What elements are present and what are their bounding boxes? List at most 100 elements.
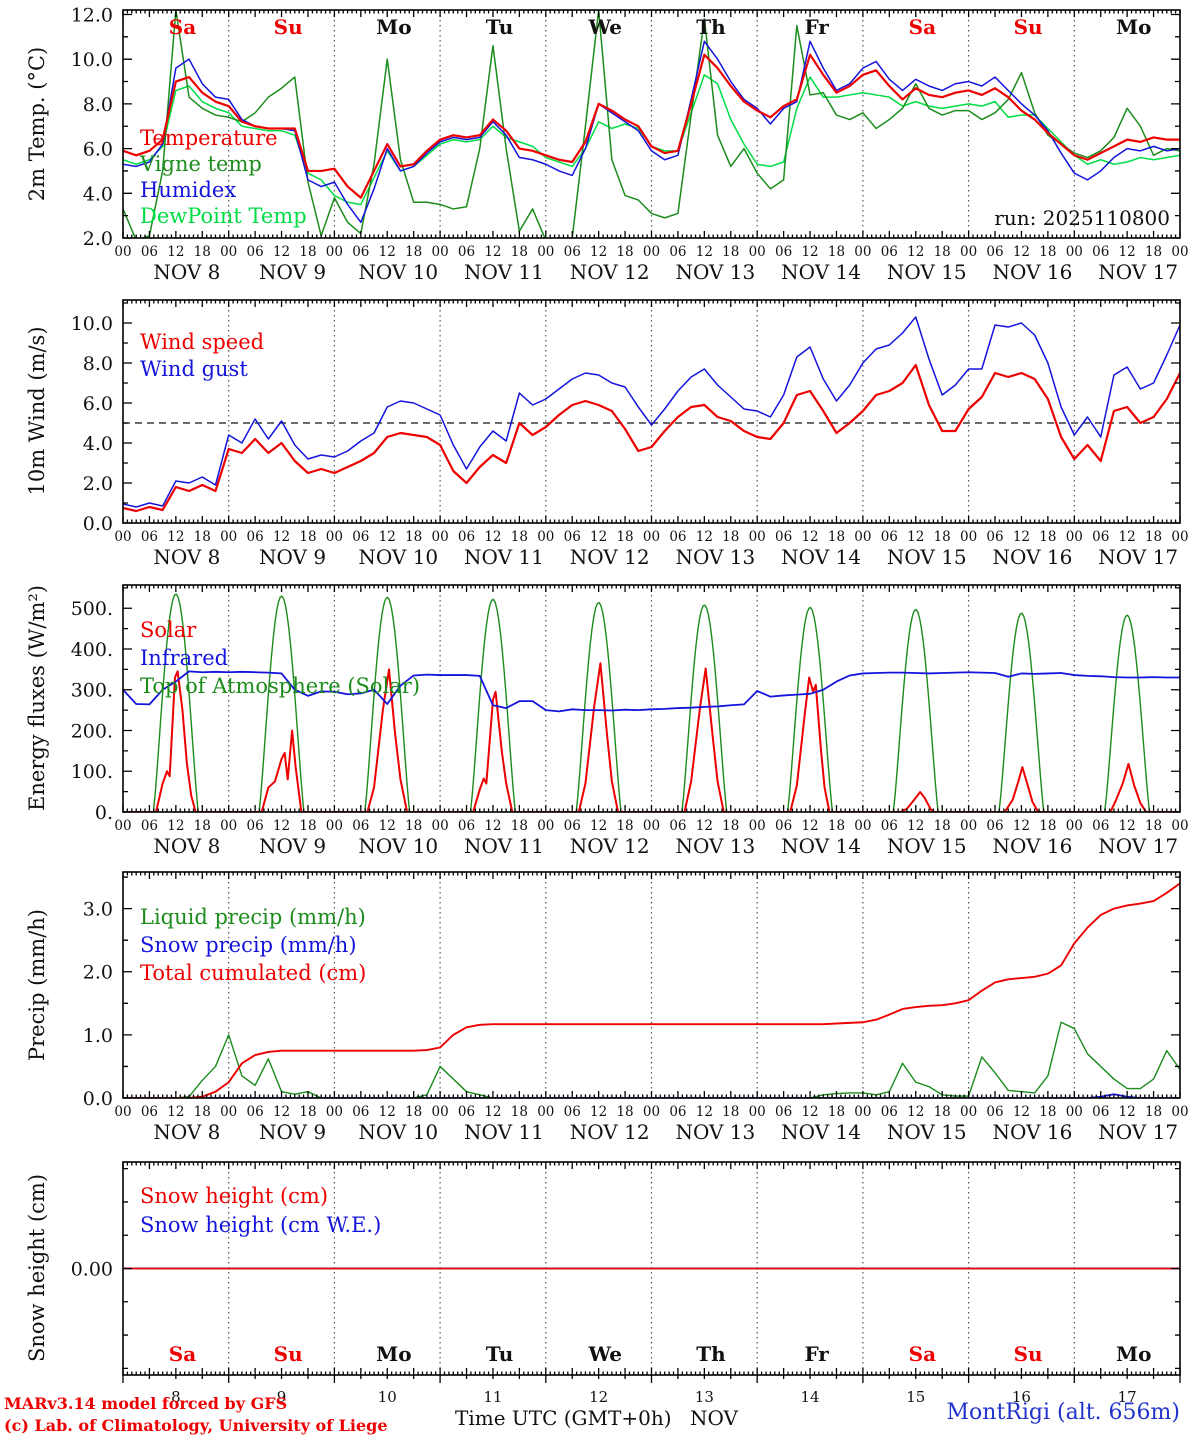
wind-gust — [123, 316, 1180, 508]
date-label: NOV 9 — [259, 1120, 326, 1144]
hour-tick-label: 18 — [722, 529, 739, 545]
date-label: NOV 8 — [153, 260, 220, 284]
date-label: NOV 14 — [781, 260, 861, 284]
hour-tick-label: 12 — [590, 244, 607, 260]
panel-1: 0.0 2.0 4.0 6.0 8.0 10.0 00 06 12 18 00 06 12 18 00 06 1… — [71, 299, 1189, 569]
date-label: NOV 17 — [1098, 834, 1178, 858]
hour-tick-label: 12 — [379, 244, 396, 260]
hour-tick-label: 00 — [1171, 818, 1188, 834]
y-tick-label: 4.0 — [83, 183, 113, 205]
date-label: NOV 15 — [887, 834, 967, 858]
date-label: NOV 15 — [887, 1120, 967, 1144]
hour-tick-label: 00 — [960, 244, 977, 260]
hour-tick-label: 18 — [194, 818, 211, 834]
hour-tick-label: 18 — [722, 1104, 739, 1120]
weekday-label: Mo — [376, 15, 411, 39]
y-tick-label: 10.0 — [71, 49, 113, 71]
legend-wind-gust: Wind gust — [140, 357, 248, 381]
date-label: NOV 12 — [570, 834, 650, 858]
hour-tick-label: 06 — [881, 529, 898, 545]
date-label: NOV 11 — [464, 260, 544, 284]
y-tick-label: 0. — [95, 802, 113, 824]
hour-tick-label: 06 — [352, 1104, 369, 1120]
hour-tick-label: 00 — [1171, 244, 1188, 260]
hour-tick-label: 18 — [1145, 1104, 1162, 1120]
y-axis-title-wind: 10m Wind (m/s) — [25, 326, 49, 496]
weekday-label: Fr — [804, 15, 829, 39]
hour-tick-label: 12 — [273, 529, 290, 545]
solar-flux — [123, 662, 1180, 812]
hour-tick-label: 06 — [352, 244, 369, 260]
hour-tick-label: 06 — [141, 1104, 158, 1120]
y-tick-label: 100. — [71, 761, 113, 783]
hour-tick-label: 00 — [749, 818, 766, 834]
model-credit-line: MARv3.14 model forced by GFS — [4, 1394, 288, 1413]
axis-ticks — [122, 872, 1181, 1099]
hour-tick-label: 06 — [1092, 1104, 1109, 1120]
weekday-label: Sa — [909, 15, 936, 39]
y-tick-label: 12.0 — [71, 4, 113, 26]
date-label: NOV 17 — [1098, 260, 1178, 284]
axis-ticks — [122, 300, 1181, 524]
hour-tick-label: 06 — [775, 529, 792, 545]
hour-tick-label: 06 — [564, 818, 581, 834]
weekday-label: We — [587, 1342, 622, 1366]
hour-tick-label: 18 — [934, 529, 951, 545]
hour-tick-label: 12 — [907, 1104, 924, 1120]
hour-tick-label: 12 — [907, 818, 924, 834]
day-number-label: 9 — [277, 1388, 287, 1406]
hour-tick-label: 18 — [194, 529, 211, 545]
hour-tick-label: 00 — [749, 1104, 766, 1120]
date-label: NOV 14 — [781, 545, 861, 569]
hour-tick-label: 12 — [484, 529, 501, 545]
copyright-credit-line: (c) Lab. of Climatology, University of L… — [4, 1416, 388, 1435]
hour-tick-label: 00 — [1066, 1104, 1083, 1120]
date-label: NOV 8 — [153, 545, 220, 569]
hour-tick-label: 00 — [1171, 529, 1188, 545]
hour-tick-label: 18 — [511, 244, 528, 260]
hour-tick-label: 12 — [1119, 818, 1136, 834]
hour-tick-label: 00 — [854, 818, 871, 834]
hour-tick-label: 06 — [1092, 244, 1109, 260]
weekday-label: Su — [1014, 1342, 1043, 1366]
weekday-label: Mo — [1116, 15, 1151, 39]
hour-tick-label: 18 — [1039, 244, 1056, 260]
hour-tick-label: 06 — [881, 818, 898, 834]
hour-tick-label: 06 — [669, 244, 686, 260]
hour-tick-label: 00 — [854, 529, 871, 545]
date-label: NOV 9 — [259, 545, 326, 569]
hour-tick-label: 06 — [352, 818, 369, 834]
series-group — [123, 593, 1180, 812]
hour-tick-label: 12 — [379, 1104, 396, 1120]
hour-tick-label: 06 — [986, 818, 1003, 834]
top-of-atmosphere-solar — [123, 593, 1180, 812]
hour-tick-label: 18 — [1145, 529, 1162, 545]
hour-tick-label: 06 — [669, 1104, 686, 1120]
series-group — [123, 882, 1180, 1098]
hour-tick-label: 18 — [299, 1104, 316, 1120]
hour-tick-label: 06 — [458, 818, 475, 834]
date-label: NOV 13 — [675, 1120, 755, 1144]
hour-tick-label: 06 — [881, 244, 898, 260]
weekday-label: Tu — [486, 1342, 514, 1366]
hour-tick-label: 06 — [1092, 818, 1109, 834]
date-label: NOV 10 — [358, 1120, 438, 1144]
legend-snow-height-cm: Snow height (cm) — [140, 1184, 329, 1208]
y-tick-label: 8.0 — [83, 353, 113, 375]
hour-tick-label: 18 — [828, 1104, 845, 1120]
day-number-label: 10 — [378, 1388, 397, 1406]
hour-tick-label: 06 — [775, 818, 792, 834]
hour-tick-label: 12 — [696, 818, 713, 834]
y-tick-label: 8.0 — [83, 94, 113, 116]
hour-tick-label: 18 — [511, 529, 528, 545]
date-label: NOV 13 — [675, 545, 755, 569]
hour-tick-label: 12 — [167, 818, 184, 834]
total-cumulated — [123, 882, 1180, 1098]
hour-tick-label: 00 — [960, 818, 977, 834]
hour-tick-label: 18 — [1145, 818, 1162, 834]
series-group — [123, 316, 1180, 513]
hour-tick-label: 06 — [775, 1104, 792, 1120]
hour-tick-label: 00 — [537, 529, 554, 545]
legend-temperature: Temperature — [140, 126, 278, 150]
